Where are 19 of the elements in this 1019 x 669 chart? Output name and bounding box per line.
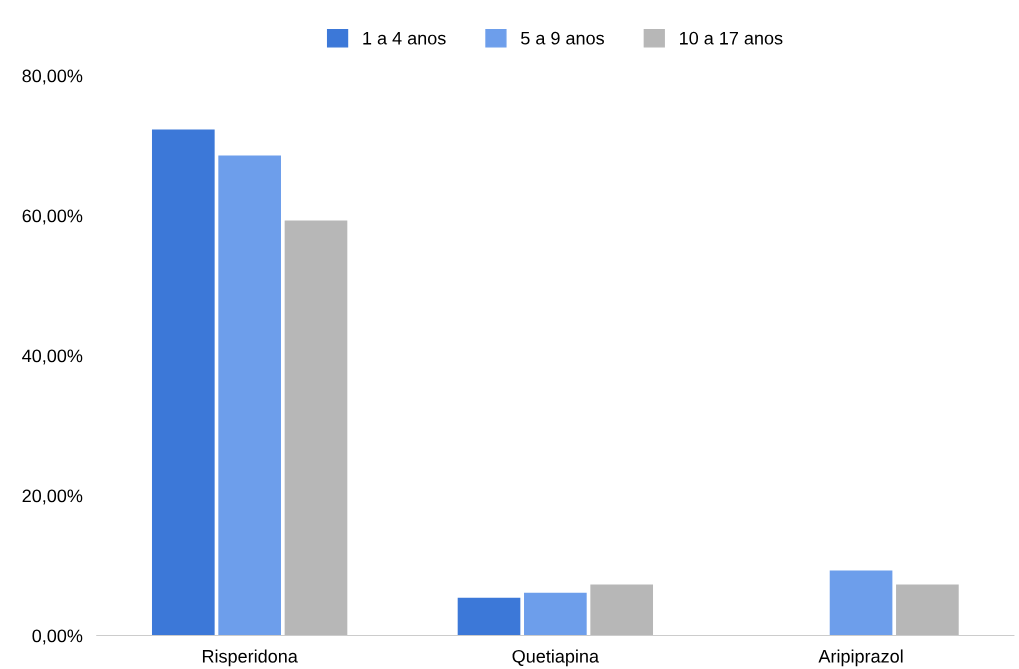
legend-label: 5 a 9 anos [521,31,604,45]
y-tick-label: 20,00% [22,489,83,505]
x-tick-label: Quetiapina [512,649,600,667]
bar [896,584,959,636]
bar [218,155,281,636]
x-tick-label: Aripiprazol [818,649,903,667]
bar [284,220,348,636]
bar [457,597,521,636]
legend-label: 1 a 4 anos [363,31,446,45]
y-tick-label: 60,00% [22,209,83,225]
bar [151,129,215,636]
y-tick-label: 80,00% [22,69,83,85]
bar [829,570,893,636]
x-tick-label: Risperidona [202,649,298,667]
y-tick-label: 40,00% [22,349,83,365]
legend-label: 10 a 17 anos [680,31,783,45]
bar [590,584,654,636]
y-tick-label: 0,00% [32,629,83,645]
bar [524,592,587,636]
